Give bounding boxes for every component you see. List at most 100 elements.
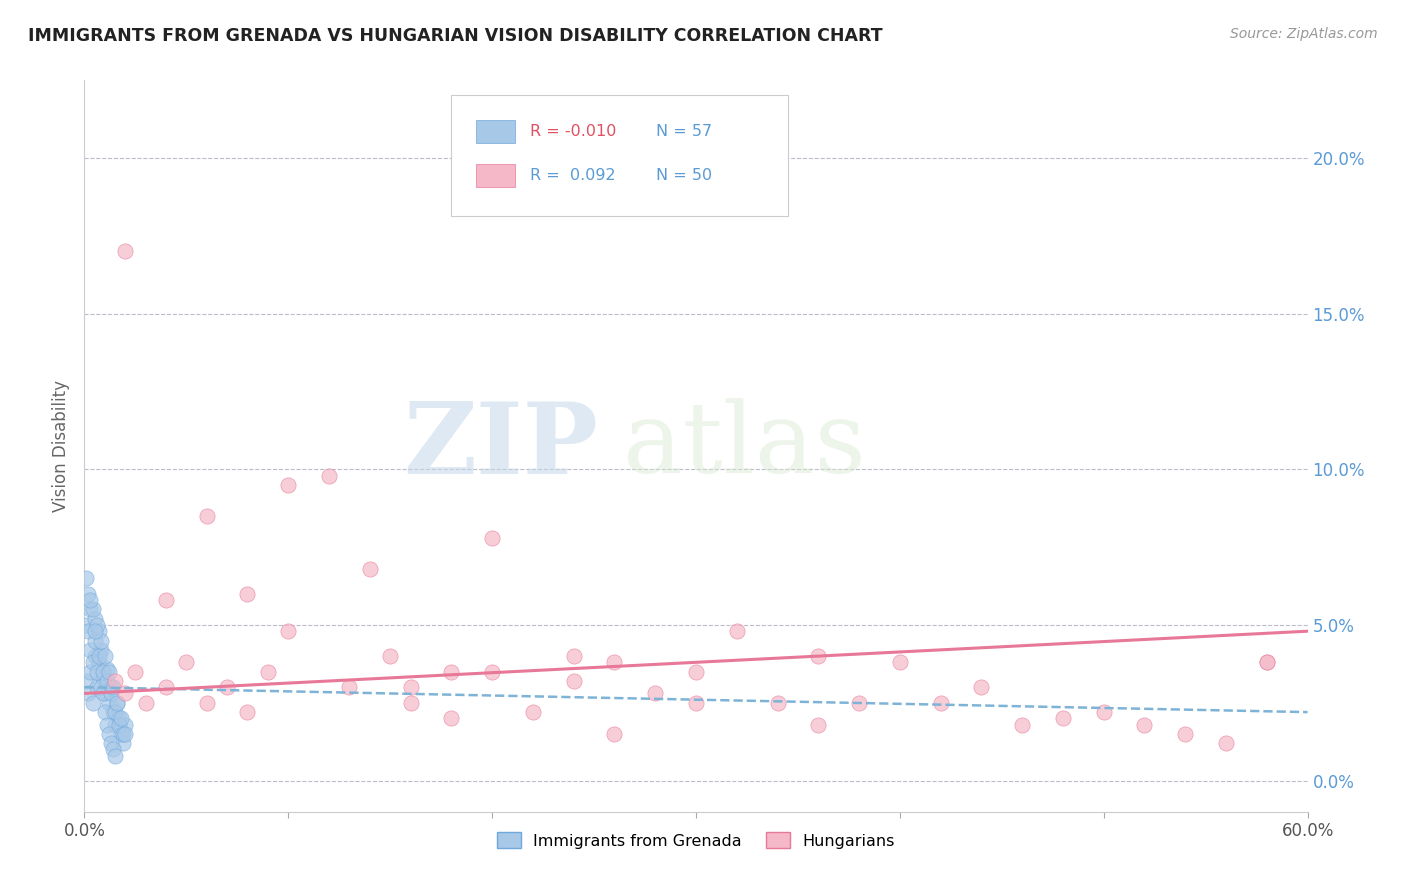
Point	[1092, 705, 1115, 719]
FancyBboxPatch shape	[475, 163, 515, 187]
Point	[399, 680, 422, 694]
Point	[685, 696, 707, 710]
Point	[112, 736, 135, 750]
Point	[101, 680, 124, 694]
Point	[91, 686, 114, 700]
Text: IMMIGRANTS FROM GRENADA VS HUNGARIAN VISION DISABILITY CORRELATION CHART: IMMIGRANTS FROM GRENADA VS HUNGARIAN VIS…	[28, 27, 883, 45]
Legend: Immigrants from Grenada, Hungarians: Immigrants from Grenada, Hungarians	[491, 826, 901, 855]
Point	[75, 618, 97, 632]
Point	[82, 602, 104, 616]
Point	[83, 633, 105, 648]
Point	[217, 680, 239, 694]
Point	[685, 665, 707, 679]
Point	[77, 686, 100, 700]
Point	[889, 656, 911, 670]
FancyBboxPatch shape	[451, 95, 787, 216]
Point	[104, 705, 127, 719]
Point	[83, 649, 105, 664]
Point	[481, 531, 503, 545]
Point	[104, 717, 127, 731]
Point	[90, 633, 112, 648]
Point	[77, 587, 100, 601]
Point	[96, 717, 118, 731]
Point	[174, 656, 197, 670]
Point	[75, 673, 97, 688]
Point	[807, 649, 830, 664]
Point	[87, 656, 110, 670]
Point	[359, 562, 381, 576]
Point	[603, 656, 626, 670]
Point	[90, 643, 112, 657]
Point	[105, 696, 128, 710]
Point	[91, 671, 114, 685]
Point	[79, 665, 101, 679]
Point	[155, 680, 177, 694]
Point	[100, 680, 122, 694]
Point	[114, 244, 136, 259]
Point	[1215, 736, 1237, 750]
Text: ZIP: ZIP	[404, 398, 598, 494]
Point	[440, 711, 463, 725]
Point	[87, 649, 110, 664]
Point	[807, 717, 830, 731]
Point	[93, 686, 115, 700]
Point	[399, 696, 422, 710]
Point	[104, 673, 127, 688]
Point	[96, 673, 118, 688]
Point	[114, 727, 136, 741]
Point	[766, 696, 789, 710]
Point	[101, 742, 124, 756]
Point	[522, 705, 544, 719]
Point	[110, 711, 132, 725]
Point	[380, 649, 402, 664]
Point	[100, 686, 122, 700]
Point	[79, 643, 101, 657]
Point	[1011, 717, 1033, 731]
FancyBboxPatch shape	[475, 120, 515, 144]
Y-axis label: Vision Disability: Vision Disability	[52, 380, 70, 512]
Point	[91, 665, 114, 679]
Point	[1174, 727, 1197, 741]
Point	[93, 649, 115, 664]
Point	[96, 661, 118, 675]
Text: atlas: atlas	[623, 398, 865, 494]
Point	[86, 618, 108, 632]
Point	[1133, 717, 1156, 731]
Point	[725, 624, 748, 639]
Point	[1256, 656, 1278, 670]
Point	[108, 717, 131, 731]
Point	[318, 468, 340, 483]
Point	[562, 673, 585, 688]
Point	[481, 665, 503, 679]
Point	[114, 717, 136, 731]
Point	[236, 587, 259, 601]
Text: N = 57: N = 57	[655, 124, 711, 139]
Point	[339, 680, 361, 694]
Point	[236, 705, 259, 719]
Point	[100, 736, 122, 750]
Point	[86, 665, 108, 679]
Point	[82, 696, 104, 710]
Point	[101, 705, 124, 719]
Point	[848, 696, 870, 710]
Point	[440, 665, 463, 679]
Point	[82, 656, 104, 670]
Point	[90, 680, 112, 694]
Point	[257, 665, 280, 679]
Point	[195, 696, 218, 710]
Text: R = -0.010: R = -0.010	[530, 124, 616, 139]
Point	[644, 686, 666, 700]
Point	[105, 696, 128, 710]
Point	[1052, 711, 1074, 725]
Point	[75, 571, 97, 585]
Text: N = 50: N = 50	[655, 168, 711, 183]
Text: Source: ZipAtlas.com: Source: ZipAtlas.com	[1230, 27, 1378, 41]
Point	[112, 727, 135, 741]
Point	[562, 649, 585, 664]
Point	[79, 602, 101, 616]
Point	[97, 727, 120, 741]
Point	[87, 624, 110, 639]
Point	[79, 593, 101, 607]
Point	[970, 680, 993, 694]
Point	[1256, 656, 1278, 670]
